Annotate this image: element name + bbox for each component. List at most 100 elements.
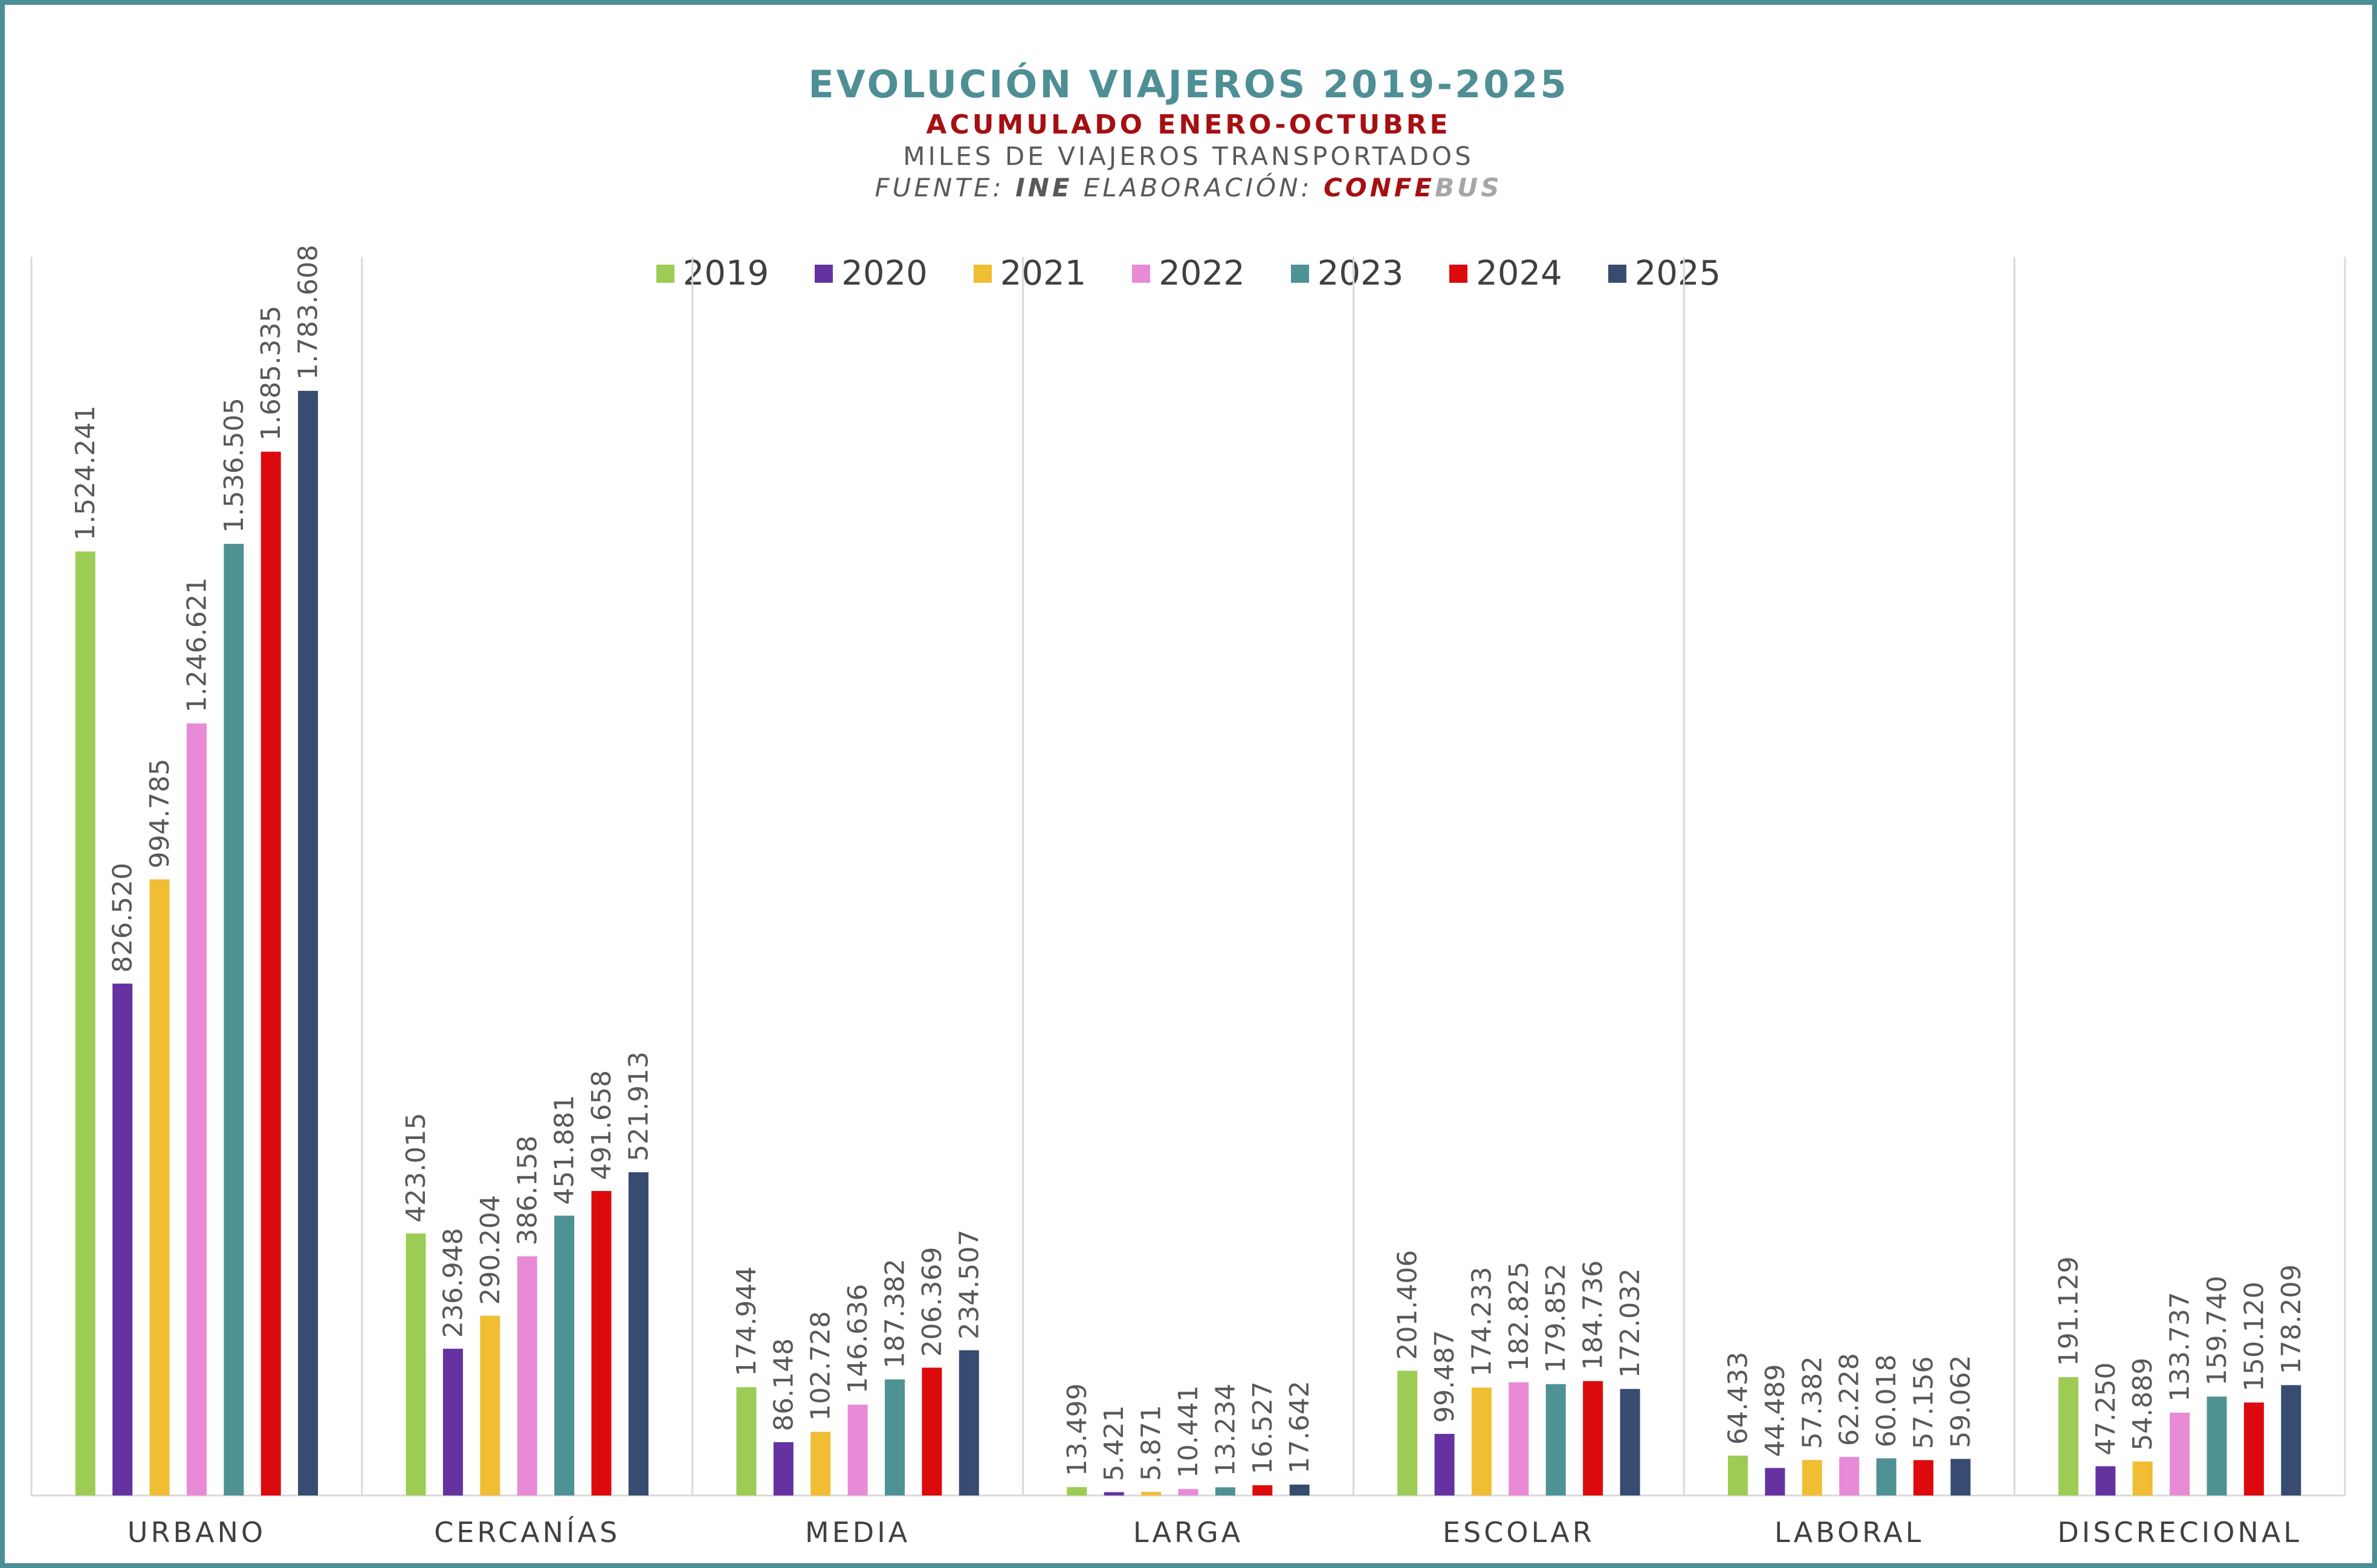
bar-urbano-2025	[298, 390, 319, 1496]
x-tick-label: DISCRECIONAL	[2057, 1516, 2302, 1549]
legend-item-2024: 2024	[1449, 253, 1562, 295]
data-label: 234.507	[954, 1230, 985, 1340]
data-label: 44.489	[1760, 1364, 1791, 1457]
bar-media-2023	[885, 1379, 905, 1495]
legend-swatch	[1290, 265, 1309, 283]
bar-media-2025	[959, 1350, 979, 1495]
data-label: 146.636	[842, 1284, 873, 1394]
x-tick-label: ESCOLAR	[1443, 1516, 1595, 1549]
legend-swatch	[656, 265, 674, 283]
x-tick-label: URBANO	[128, 1516, 266, 1549]
data-label: 5.871	[1136, 1405, 1167, 1481]
data-label: 57.382	[1797, 1356, 1828, 1449]
x-tick-label: MEDIA	[805, 1516, 910, 1549]
chart-units: MILES DE VIAJEROS TRANSPORTADOS	[903, 141, 1474, 171]
bar-laboral-2024	[1913, 1460, 1934, 1495]
bar-urbano-2021	[149, 879, 170, 1495]
data-label: 133.737	[2165, 1292, 2196, 1402]
data-label: 187.382	[880, 1259, 911, 1369]
x-tick-label: LARGA	[1133, 1516, 1243, 1549]
bar-escolar-2019	[1397, 1370, 1418, 1495]
legend-item-2025: 2025	[1608, 253, 1721, 295]
data-label: 1.524.241	[70, 405, 101, 541]
bar-escolar-2022	[1509, 1382, 1529, 1495]
chart-title: EVOLUCIÓN VIAJEROS 2019-2025	[808, 62, 1569, 106]
legend-swatch	[1608, 265, 1626, 283]
bar-discrecional-2020	[2095, 1466, 2116, 1495]
bar-escolar-2023	[1545, 1384, 1566, 1495]
bar-laboral-2021	[1802, 1460, 1822, 1495]
bar-urbano-2019	[75, 551, 95, 1495]
data-label: 47.250	[2091, 1363, 2121, 1456]
legend-item-2023: 2023	[1290, 253, 1403, 295]
bar-cercanías-2020	[442, 1349, 463, 1495]
bar-discrecional-2024	[2243, 1402, 2264, 1495]
legend-item-2021: 2021	[973, 253, 1087, 295]
data-label: 54.889	[2127, 1358, 2158, 1451]
data-label: 201.406	[1392, 1250, 1423, 1360]
x-tick-label: LABORAL	[1774, 1516, 1924, 1549]
bar-media-2019	[736, 1387, 757, 1495]
data-label: 86.148	[768, 1338, 799, 1431]
bar-larga-2025	[1289, 1484, 1310, 1495]
source-mid: ELABORACIÓN:	[1083, 173, 1313, 202]
bar-cercanías-2023	[554, 1215, 575, 1495]
data-label: 102.728	[806, 1311, 836, 1421]
bar-media-2020	[773, 1442, 794, 1495]
x-tick-label: CERCANÍAS	[434, 1516, 620, 1549]
data-label: 290.204	[475, 1195, 506, 1305]
data-label: 64.433	[1723, 1352, 1754, 1445]
source-ine: INE	[1015, 173, 1073, 202]
data-label: 99.487	[1429, 1330, 1460, 1423]
data-label: 174.944	[731, 1266, 762, 1376]
source-prefix: FUENTE:	[875, 173, 1004, 202]
bar-laboral-2023	[1876, 1458, 1897, 1495]
data-label: 236.948	[438, 1228, 468, 1338]
data-label: 60.018	[1871, 1355, 1902, 1448]
data-label: 179.852	[1541, 1263, 1571, 1373]
legend-swatch	[1132, 265, 1151, 283]
data-label: 994.785	[144, 758, 175, 868]
chart-source: FUENTE: INE ELABORACIÓN: CONFEBUS	[0, 172, 2377, 204]
bar-escolar-2021	[1471, 1387, 1492, 1495]
data-label: 150.120	[2239, 1282, 2269, 1392]
legend-label: 2020	[841, 254, 928, 293]
bar-larga-2019	[1067, 1487, 1087, 1495]
bar-laboral-2025	[1950, 1459, 1971, 1495]
bar-larga-2022	[1178, 1489, 1198, 1495]
legend-label: 2025	[1634, 254, 1721, 293]
data-label: 5.421	[1099, 1405, 1130, 1481]
bar-larga-2024	[1252, 1485, 1273, 1495]
bar-laboral-2020	[1765, 1468, 1785, 1495]
bar-discrecional-2019	[2058, 1377, 2078, 1495]
data-label: 159.740	[2202, 1276, 2233, 1386]
bar-laboral-2022	[1839, 1457, 1860, 1495]
bar-larga-2021	[1141, 1491, 1162, 1495]
data-label: 191.129	[2053, 1256, 2084, 1366]
bar-discrecional-2023	[2207, 1396, 2227, 1495]
bar-cercanías-2024	[591, 1191, 612, 1495]
legend-swatch	[815, 265, 833, 283]
data-label: 184.736	[1578, 1260, 1609, 1370]
data-label: 13.234	[1210, 1383, 1241, 1476]
legend-item-2022: 2022	[1132, 253, 1245, 295]
bar-urbano-2022	[186, 723, 207, 1495]
legend-label: 2019	[682, 254, 769, 293]
data-label: 1.685.335	[256, 306, 286, 441]
bar-laboral-2019	[1728, 1455, 1748, 1495]
data-label: 182.825	[1504, 1262, 1535, 1372]
data-label: 174.233	[1466, 1266, 1497, 1376]
data-label: 491.658	[586, 1070, 617, 1180]
data-label: 172.032	[1615, 1268, 1646, 1378]
data-label: 1.536.505	[219, 398, 250, 533]
bar-discrecional-2021	[2132, 1461, 2153, 1495]
legend-swatch	[1449, 265, 1468, 283]
bar-cercanías-2025	[628, 1172, 648, 1495]
data-label: 59.062	[1945, 1355, 1976, 1448]
legend-label: 2021	[1000, 254, 1087, 293]
chart-header: EVOLUCIÓN VIAJEROS 2019-2025 ACUMULADO E…	[0, 60, 2377, 204]
legend-swatch	[973, 265, 992, 283]
bar-discrecional-2025	[2281, 1385, 2301, 1495]
